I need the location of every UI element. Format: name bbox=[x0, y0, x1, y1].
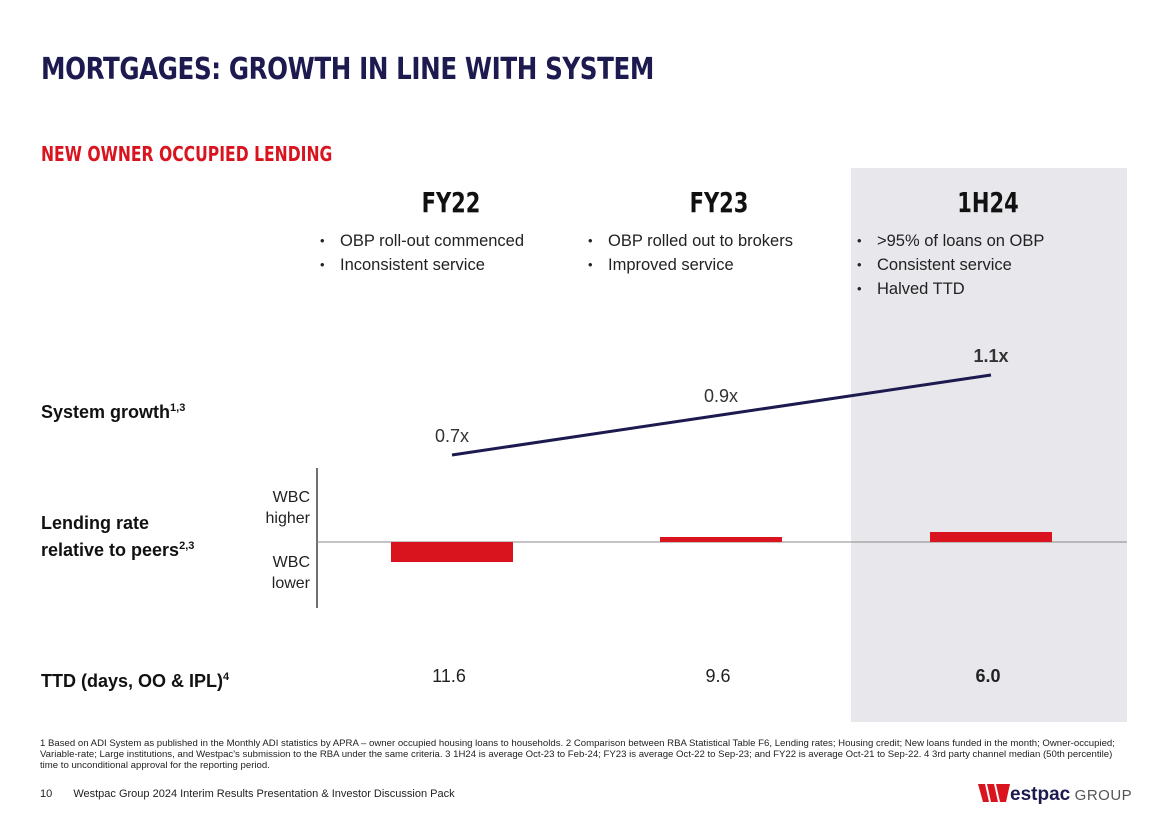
axis-label-text: lower bbox=[271, 575, 310, 592]
logo-word: estpac bbox=[1010, 784, 1071, 805]
list-item: Inconsistent service bbox=[320, 253, 524, 277]
row-label-lending-rate: Lending rate relative to peers2,3 bbox=[41, 512, 194, 562]
ttd-value-fy23: 9.6 bbox=[705, 666, 731, 686]
row-label-text: TTD (days, OO & IPL) bbox=[41, 671, 224, 691]
list-item: OBP roll-out commenced bbox=[320, 229, 524, 253]
axis-label-wbc-higher: WBC higher bbox=[240, 487, 310, 529]
westpac-w-icon bbox=[978, 784, 1010, 802]
ttd-value-1h24: 6.0 bbox=[975, 666, 1001, 686]
system-growth-data-label: 0.9x bbox=[704, 386, 738, 406]
column-heading-1h24: 1H24 bbox=[957, 186, 1019, 219]
logo-group: GROUP bbox=[1074, 787, 1133, 804]
list-item: OBP rolled out to brokers bbox=[588, 229, 793, 253]
list-item: >95% of loans on OBP bbox=[857, 229, 1044, 253]
ttd-value-fy22: 11.6 bbox=[432, 666, 466, 686]
system-growth-line bbox=[451, 373, 992, 457]
lending-rate-bar bbox=[930, 532, 1052, 542]
page-title: MORTGAGES: GROWTH IN LINE WITH SYSTEM bbox=[41, 52, 654, 87]
bullet-list-fy23: OBP rolled out to brokers Improved servi… bbox=[588, 229, 793, 277]
row-label-ttd: TTD (days, OO & IPL)4 bbox=[41, 666, 229, 693]
column-heading-fy22: FY22 bbox=[421, 186, 481, 219]
list-item: Improved service bbox=[588, 253, 793, 277]
list-item: Consistent service bbox=[857, 253, 1044, 277]
row-label-text: System growth bbox=[41, 402, 171, 422]
system-growth-data-label: 0.7x bbox=[435, 426, 469, 446]
row-label-text: Lending rate bbox=[41, 513, 150, 533]
row-label-text: relative to peers bbox=[41, 540, 180, 560]
lending-rate-bar bbox=[391, 542, 513, 562]
document-title: Westpac Group 2024 Interim Results Prese… bbox=[73, 788, 455, 800]
list-item: Halved TTD bbox=[857, 277, 1044, 301]
axis-label-text: higher bbox=[265, 510, 310, 527]
page-footer: 10 Westpac Group 2024 Interim Results Pr… bbox=[40, 788, 473, 800]
axis-label-wbc-lower: WBC lower bbox=[240, 552, 310, 594]
footnote-ref: 1,3 bbox=[170, 402, 186, 414]
row-label-system-growth: System growth1,3 bbox=[41, 397, 185, 424]
system-growth-line-chart: 0.7x 0.9x 1.1x bbox=[435, 346, 1009, 457]
bullet-list-1h24: >95% of loans on OBP Consistent service … bbox=[857, 229, 1044, 301]
axis-label-text: WBC bbox=[272, 489, 310, 506]
footnote: 1 Based on ADI System as published in th… bbox=[40, 738, 1115, 771]
section-title: NEW OWNER OCCUPIED LENDING bbox=[41, 142, 333, 166]
column-heading-fy23: FY23 bbox=[689, 186, 749, 219]
lending-rate-bar-chart bbox=[391, 532, 1052, 562]
westpac-logo: estpac GROUP bbox=[978, 784, 1132, 806]
footnote-ref: 4 bbox=[223, 671, 230, 683]
footnote-ref: 2,3 bbox=[179, 540, 195, 552]
lending-rate-bar bbox=[660, 537, 782, 542]
page-number: 10 bbox=[40, 788, 53, 800]
system-growth-data-label: 1.1x bbox=[973, 346, 1008, 366]
bullet-list-fy22: OBP roll-out commenced Inconsistent serv… bbox=[320, 229, 524, 277]
axis-label-text: WBC bbox=[272, 554, 310, 571]
